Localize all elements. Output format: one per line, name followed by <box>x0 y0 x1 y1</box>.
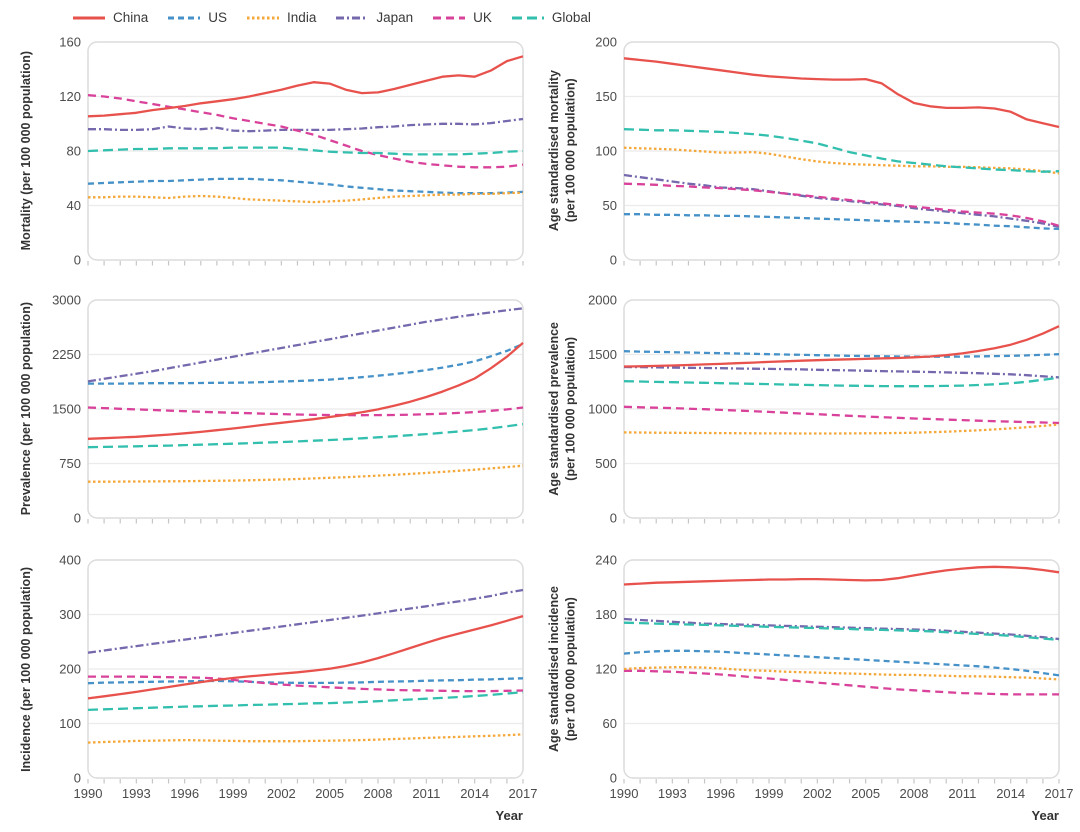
svg-text:0: 0 <box>610 511 617 526</box>
legend-item-global: Global <box>511 10 591 25</box>
svg-text:2011: 2011 <box>948 786 976 801</box>
svg-text:1500: 1500 <box>52 402 81 417</box>
legend-label: China <box>113 10 149 25</box>
panel-age-standardised-prevalence: Age standardised prevalence (per 100 000… <box>540 294 1080 526</box>
legend-item-japan: Japan <box>335 10 413 25</box>
age-standardised-incidence-chart: 0 60 120 180 240 1990 1993 1996 1999 2002 2005 2008… <box>595 554 1074 823</box>
svg-text:1000: 1000 <box>588 402 617 417</box>
svg-text:400: 400 <box>59 554 81 568</box>
legend-item-uk: UK <box>432 10 492 25</box>
svg-text:180: 180 <box>595 607 617 622</box>
legend-label: Global <box>551 10 591 25</box>
svg-text:750: 750 <box>59 456 81 471</box>
age-standardised-prevalence-chart: 0 500 1000 1500 2000 <box>588 294 1060 526</box>
us-line-swatch-icon <box>168 16 201 19</box>
svg-text:2014: 2014 <box>460 786 489 801</box>
svg-text:0: 0 <box>74 511 81 526</box>
legend-label: India <box>287 10 317 25</box>
legend-label: UK <box>473 10 492 25</box>
svg-text:1993: 1993 <box>658 786 687 801</box>
svg-text:2008: 2008 <box>364 786 393 801</box>
svg-text:2017: 2017 <box>509 786 538 801</box>
svg-text:2005: 2005 <box>851 786 880 801</box>
svg-text:2000: 2000 <box>588 294 617 308</box>
svg-text:40: 40 <box>67 198 81 213</box>
panel-age-standardised-mortality: Age standardised mortality (per 100 000 … <box>540 36 1080 268</box>
svg-text:100: 100 <box>59 716 81 731</box>
svg-text:1999: 1999 <box>219 786 248 801</box>
svg-text:2002: 2002 <box>803 786 832 801</box>
svg-text:120: 120 <box>59 89 81 104</box>
svg-text:1996: 1996 <box>706 786 735 801</box>
incidence-chart: 0 100 200 300 400 1990 1993 1996 1999 2002 2005 200… <box>59 554 538 823</box>
svg-text:1999: 1999 <box>755 786 784 801</box>
svg-text:80: 80 <box>67 144 81 159</box>
svg-text:0: 0 <box>74 253 81 268</box>
svg-text:50: 50 <box>603 198 617 213</box>
legend-item-china: China <box>72 10 148 25</box>
china-line-swatch-icon <box>73 16 105 19</box>
svg-text:160: 160 <box>59 36 81 50</box>
legend-item-us: US <box>167 10 227 25</box>
svg-text:2014: 2014 <box>996 786 1025 801</box>
panel-incidence: Incidence (per 100 000 population) 0 100 2… <box>4 554 568 824</box>
chart-legend: China US India Japan UK Global <box>72 10 591 25</box>
svg-text:200: 200 <box>595 36 617 50</box>
prevalence-y-axis-label: Prevalence (per 100 000 population) <box>18 302 33 516</box>
svg-text:Year: Year <box>496 808 523 823</box>
mortality-y-axis-label: Mortality (per 100 000 population) <box>18 51 33 251</box>
global-line-swatch-icon <box>511 16 544 19</box>
svg-text:240: 240 <box>595 554 617 568</box>
svg-text:2005: 2005 <box>315 786 344 801</box>
svg-text:1996: 1996 <box>170 786 199 801</box>
svg-text:2008: 2008 <box>900 786 929 801</box>
age-standardised-incidence-y-axis-label: Age standardised incidence (per 100 000 … <box>546 585 578 753</box>
legend-item-india: India <box>246 10 316 25</box>
svg-text:1993: 1993 <box>122 786 151 801</box>
panel-prevalence: Prevalence (per 100 000 population) 0 750… <box>4 294 568 526</box>
svg-text:2011: 2011 <box>412 786 440 801</box>
svg-text:0: 0 <box>74 771 81 786</box>
age-standardised-prevalence-y-axis-label: Age standardised prevalence (per 100 000… <box>546 322 578 496</box>
japan-line-swatch-icon <box>336 16 369 19</box>
svg-text:1990: 1990 <box>610 786 639 801</box>
age-standardised-mortality-chart: 0 50 100 150 200 <box>595 36 1060 268</box>
prevalence-chart: 0 750 1500 2250 3000 <box>52 294 524 526</box>
svg-text:0: 0 <box>610 771 617 786</box>
age-standardised-mortality-y-axis-label: Age standardised mortality (per 100 000 … <box>546 70 578 232</box>
svg-text:Year: Year <box>1032 808 1059 823</box>
panel-mortality: Mortality (per 100 000 population) 0 40 80… <box>4 36 568 268</box>
svg-text:60: 60 <box>603 716 617 731</box>
svg-text:0: 0 <box>610 253 617 268</box>
svg-text:500: 500 <box>595 456 617 471</box>
mortality-chart: 0 40 80 120 160 <box>59 36 524 268</box>
svg-text:2017: 2017 <box>1045 786 1074 801</box>
svg-text:200: 200 <box>59 662 81 677</box>
panel-age-standardised-incidence: Age standardised incidence (per 100 000 … <box>540 554 1080 824</box>
svg-text:1500: 1500 <box>588 347 617 362</box>
svg-text:3000: 3000 <box>52 294 81 308</box>
india-line-swatch-icon <box>247 16 280 19</box>
svg-text:150: 150 <box>595 89 617 104</box>
svg-text:2002: 2002 <box>267 786 296 801</box>
svg-text:300: 300 <box>59 607 81 622</box>
legend-label: Japan <box>376 10 414 25</box>
svg-text:100: 100 <box>595 144 617 159</box>
svg-text:120: 120 <box>595 662 617 677</box>
incidence-y-axis-label: Incidence (per 100 000 population) <box>18 566 33 772</box>
svg-text:1990: 1990 <box>74 786 103 801</box>
legend-label: US <box>208 10 228 25</box>
svg-text:2250: 2250 <box>52 347 81 362</box>
uk-line-swatch-icon <box>433 16 466 19</box>
